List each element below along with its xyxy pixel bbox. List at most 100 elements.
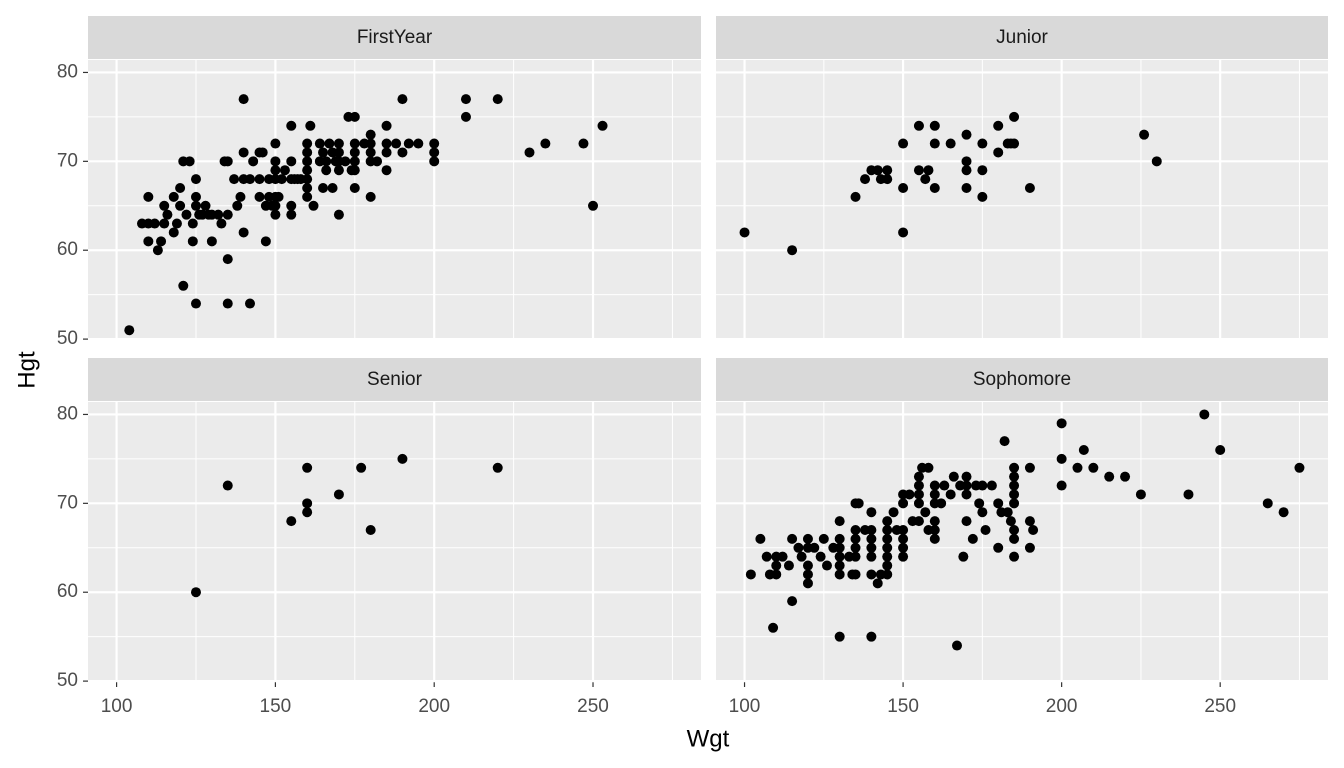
point [171, 218, 182, 229]
point [333, 489, 344, 500]
point [318, 147, 329, 158]
point [834, 516, 845, 527]
point [882, 569, 893, 580]
point [279, 165, 290, 176]
point [152, 245, 163, 256]
point [980, 525, 991, 535]
point [961, 183, 972, 193]
point [1183, 489, 1194, 500]
point [270, 156, 281, 167]
point [1009, 525, 1020, 535]
point [187, 218, 198, 229]
point [206, 236, 217, 247]
point [524, 147, 535, 158]
point [492, 462, 503, 473]
point [815, 551, 826, 562]
point [238, 94, 249, 105]
point [961, 489, 972, 500]
point [1104, 471, 1115, 482]
point [936, 498, 947, 509]
point [872, 165, 883, 176]
point [365, 147, 376, 158]
point [977, 191, 988, 202]
point [222, 480, 233, 491]
y-tick-label: 60 [57, 581, 78, 602]
point [961, 480, 972, 491]
point [429, 147, 440, 158]
point [270, 138, 281, 149]
point [945, 489, 956, 500]
point [929, 138, 940, 149]
point [244, 174, 255, 185]
y-axis-title: Hgt [13, 351, 40, 389]
point [898, 183, 909, 193]
point [286, 209, 297, 220]
point [866, 631, 877, 642]
point [270, 209, 281, 220]
point [1199, 409, 1210, 420]
point [190, 298, 201, 309]
point [977, 138, 988, 149]
point [1009, 498, 1020, 509]
point [1278, 507, 1289, 518]
point [802, 560, 813, 571]
point [977, 480, 988, 491]
point [403, 138, 414, 149]
point [181, 209, 192, 220]
point [302, 165, 313, 176]
point [143, 236, 154, 247]
point [397, 94, 408, 105]
point [929, 525, 940, 535]
point [834, 569, 845, 580]
point [866, 542, 877, 553]
point [248, 156, 259, 167]
point [1088, 462, 1099, 473]
point [429, 156, 440, 167]
point [492, 94, 503, 105]
point [318, 183, 329, 193]
point [302, 462, 313, 473]
point [276, 174, 287, 185]
point [308, 200, 319, 211]
point [1024, 516, 1035, 527]
point [273, 191, 284, 202]
point [365, 525, 376, 535]
point [866, 533, 877, 544]
point [286, 516, 297, 527]
x-tick-label: 100 [729, 696, 761, 717]
x-tick-label: 250 [577, 696, 609, 717]
x-axis-title: Wgt [687, 725, 730, 752]
point [333, 165, 344, 176]
point [149, 218, 160, 229]
point [739, 227, 750, 238]
point [1009, 480, 1020, 491]
point [254, 191, 265, 202]
point [834, 542, 845, 553]
point [222, 209, 233, 220]
point [904, 489, 915, 500]
point [818, 533, 829, 544]
point [349, 183, 360, 193]
point [913, 489, 924, 500]
point [216, 218, 227, 229]
point [365, 129, 376, 140]
point [920, 507, 931, 518]
point [768, 622, 779, 633]
point [850, 191, 861, 202]
point [372, 156, 383, 167]
point [260, 236, 271, 247]
point [929, 533, 940, 544]
panel [716, 402, 1328, 682]
point [381, 147, 392, 158]
point [429, 138, 440, 149]
point [270, 165, 281, 176]
point [302, 191, 313, 202]
point [958, 551, 969, 562]
point [929, 516, 940, 527]
point [381, 120, 392, 131]
point [124, 325, 135, 336]
point [365, 138, 376, 149]
point [1135, 489, 1146, 500]
panel [716, 60, 1328, 340]
